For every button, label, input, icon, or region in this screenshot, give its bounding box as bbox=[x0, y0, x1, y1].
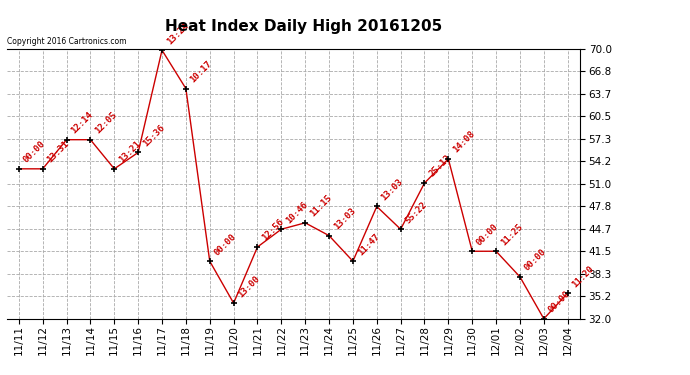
Text: 00:00: 00:00 bbox=[213, 232, 238, 257]
Text: 25:12: 25:12 bbox=[427, 153, 453, 179]
Text: Heat Index Daily High 20161205: Heat Index Daily High 20161205 bbox=[165, 19, 442, 34]
Text: 13:00: 13:00 bbox=[237, 274, 262, 299]
Text: 15:36: 15:36 bbox=[141, 123, 166, 148]
Text: 00:00: 00:00 bbox=[523, 247, 548, 273]
Text: 00:00: 00:00 bbox=[475, 222, 500, 247]
Text: 13:03: 13:03 bbox=[332, 206, 357, 231]
Text: Temperature (°F): Temperature (°F) bbox=[546, 31, 640, 40]
Text: 00:00: 00:00 bbox=[21, 139, 47, 165]
Text: 12:56: 12:56 bbox=[260, 217, 286, 243]
Text: 13:03: 13:03 bbox=[380, 177, 405, 203]
Text: 11:25: 11:25 bbox=[499, 222, 524, 247]
Text: 14:08: 14:08 bbox=[451, 129, 477, 155]
Text: 13:31: 13:31 bbox=[46, 139, 71, 165]
Text: 55:22: 55:22 bbox=[404, 200, 428, 225]
Text: 13:21: 13:21 bbox=[117, 139, 142, 165]
Text: 13:24: 13:24 bbox=[165, 21, 190, 46]
Text: 11:47: 11:47 bbox=[355, 232, 381, 257]
Text: 11:20: 11:20 bbox=[571, 264, 595, 289]
Text: Copyright 2016 Cartronics.com: Copyright 2016 Cartronics.com bbox=[7, 37, 126, 46]
Text: 12:05: 12:05 bbox=[93, 110, 119, 135]
Text: 11:15: 11:15 bbox=[308, 193, 333, 219]
Text: 00:00: 00:00 bbox=[546, 289, 572, 315]
Text: 10:17: 10:17 bbox=[188, 59, 214, 84]
Text: 10:46: 10:46 bbox=[284, 200, 309, 225]
Text: 12:14: 12:14 bbox=[69, 110, 95, 135]
